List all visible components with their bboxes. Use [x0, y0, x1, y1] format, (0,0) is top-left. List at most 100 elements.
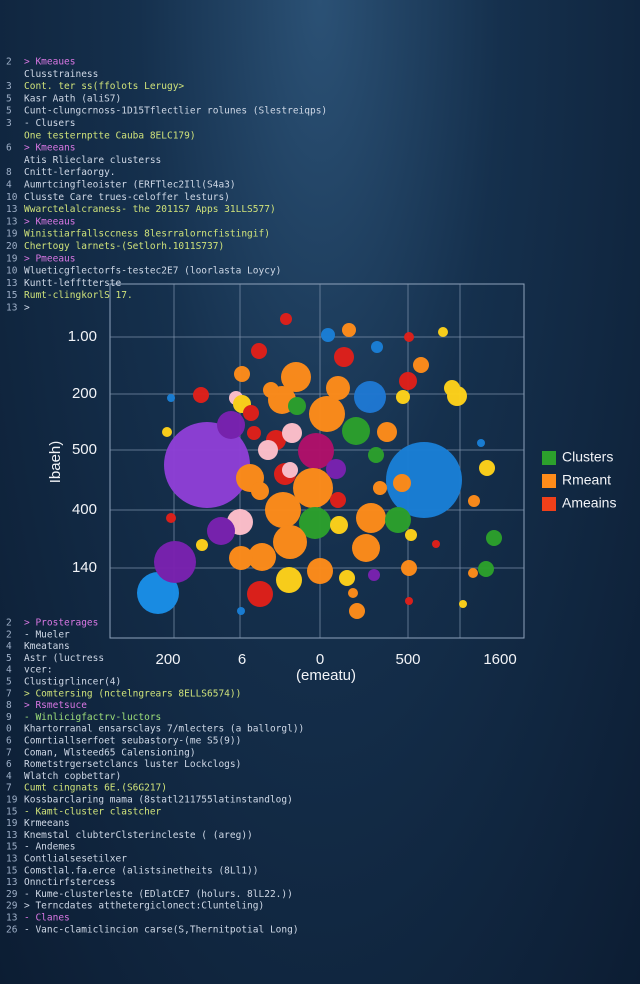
code-line: > Kmeeaus — [24, 216, 75, 227]
code-line: Kossbarclaring mama (8statl211755latinst… — [24, 795, 293, 806]
line-number: 5 — [6, 106, 12, 117]
x-tick-label: 6 — [238, 651, 246, 668]
bubble — [282, 423, 302, 443]
line-number: 19 — [6, 253, 18, 264]
line-number: 29 — [6, 889, 18, 900]
code-line: vcer: — [24, 665, 53, 676]
bubble — [385, 507, 411, 533]
bubble — [373, 481, 387, 495]
line-number: 13 — [6, 913, 17, 924]
bubble — [309, 396, 345, 432]
x-axis-label: (emeatu) — [296, 667, 356, 684]
bubble — [352, 534, 380, 562]
bubble — [196, 539, 208, 551]
line-number: 5 — [6, 93, 12, 104]
bubble — [342, 417, 370, 445]
code-line: > Pmeeaus — [24, 253, 75, 264]
line-number: 13 — [6, 877, 17, 888]
code-line: > Kmeaues — [24, 57, 75, 68]
line-number: 29 — [6, 901, 18, 912]
bubble — [248, 543, 276, 571]
code-line: Rometstrgersetclancs luster Lockclogs) — [24, 759, 241, 770]
bubble — [167, 394, 175, 402]
bubble — [217, 411, 245, 439]
line-number: 4 — [6, 665, 12, 676]
code-line: - Mueler — [24, 629, 70, 640]
code-line: Wlatch copbettar) — [24, 771, 121, 782]
code-line: > Comtersing (nctelngrears 8ELLS6574)) — [24, 688, 241, 699]
bubble — [342, 323, 356, 337]
x-tick-label: 500 — [395, 651, 420, 668]
y-tick-label: 140 — [72, 559, 97, 576]
bubble — [486, 530, 502, 546]
bubble — [396, 390, 410, 404]
bubble — [321, 328, 335, 342]
line-number: 6 — [6, 759, 12, 770]
line-number: 5 — [6, 653, 12, 664]
code-line: Cont. ter ss(ffolots Lerugy> — [24, 81, 184, 92]
bubble — [438, 327, 448, 337]
code-line: - Vanc-clamiclincion carse(S,Thernitpoti… — [24, 924, 299, 935]
bubble — [339, 570, 355, 586]
code-line: Khartorranal ensarsclays 7/mlecters (a b… — [24, 724, 304, 735]
line-number: 2 — [6, 618, 12, 629]
code-line: Chertogy larnets-(Setlorh.1011S737) — [24, 241, 224, 252]
line-number: 6 — [6, 143, 12, 154]
code-line: - Andemes — [24, 842, 75, 853]
line-number: 13 — [6, 854, 17, 865]
code-line: Kuntt-lefftterste — [24, 278, 122, 289]
bubble — [349, 603, 365, 619]
code-line: Contlialsesetilxer — [24, 854, 127, 865]
line-number: 26 — [6, 924, 18, 935]
bubble — [377, 422, 397, 442]
bubble — [386, 442, 462, 518]
line-number: 10 — [6, 192, 18, 203]
y-tick-label: 400 — [72, 501, 97, 518]
bubble — [413, 357, 429, 373]
bubble — [356, 503, 386, 533]
y-tick-label: 500 — [72, 441, 97, 458]
line-number: 15 — [6, 290, 17, 301]
bubble — [479, 460, 495, 476]
code-line: Coman, Wlsteed65 Calensioning) — [24, 747, 196, 758]
line-number: 3 — [6, 81, 12, 92]
bubble — [237, 607, 245, 615]
line-number: 8 — [6, 167, 12, 178]
bubble — [247, 581, 273, 607]
legend-swatch — [542, 497, 556, 511]
bubble — [334, 347, 354, 367]
line-number: 20 — [6, 241, 18, 252]
bubble — [258, 440, 278, 460]
code-line: Clusste Care trues-celoffer lesturs) — [24, 192, 230, 203]
bubble — [326, 459, 346, 479]
y-axis-label: Ibaeh) — [47, 441, 64, 484]
line-number: 8 — [6, 700, 12, 711]
code-line: One testernptte Cauba 8ELC179) — [24, 130, 196, 141]
bubble — [273, 525, 307, 559]
code-line: Cumt cingnats 6E.(S6G217) — [24, 783, 167, 794]
line-number: 7 — [6, 747, 12, 758]
bubble — [401, 560, 417, 576]
code-line: Krmeeans — [24, 818, 70, 829]
code-line: - Clanes — [24, 913, 70, 924]
x-tick-label: 1600 — [483, 651, 516, 668]
line-number: 13 — [6, 278, 17, 289]
bubble — [432, 540, 440, 548]
bubble — [468, 568, 478, 578]
bubble — [477, 439, 485, 447]
code-line: Clustigrlincer(4) — [24, 677, 121, 688]
code-line: - Clusers — [24, 118, 75, 129]
x-tick-label: 0 — [316, 651, 324, 668]
legend-label: Clusters — [562, 449, 613, 465]
bubble — [368, 569, 380, 581]
bubble — [299, 507, 331, 539]
line-number: 5 — [6, 677, 12, 688]
bubble — [348, 588, 358, 598]
line-number: 0 — [6, 724, 12, 735]
code-line: Winistiarfallsccness 8lesrralorncfisting… — [24, 229, 270, 240]
bubble — [251, 343, 267, 359]
code-line: Astr (luctress — [24, 653, 104, 664]
code-line: Knemstal clubterClsterincleste ( (areg)) — [24, 830, 253, 841]
bubble — [234, 366, 250, 382]
bubble — [330, 492, 346, 508]
